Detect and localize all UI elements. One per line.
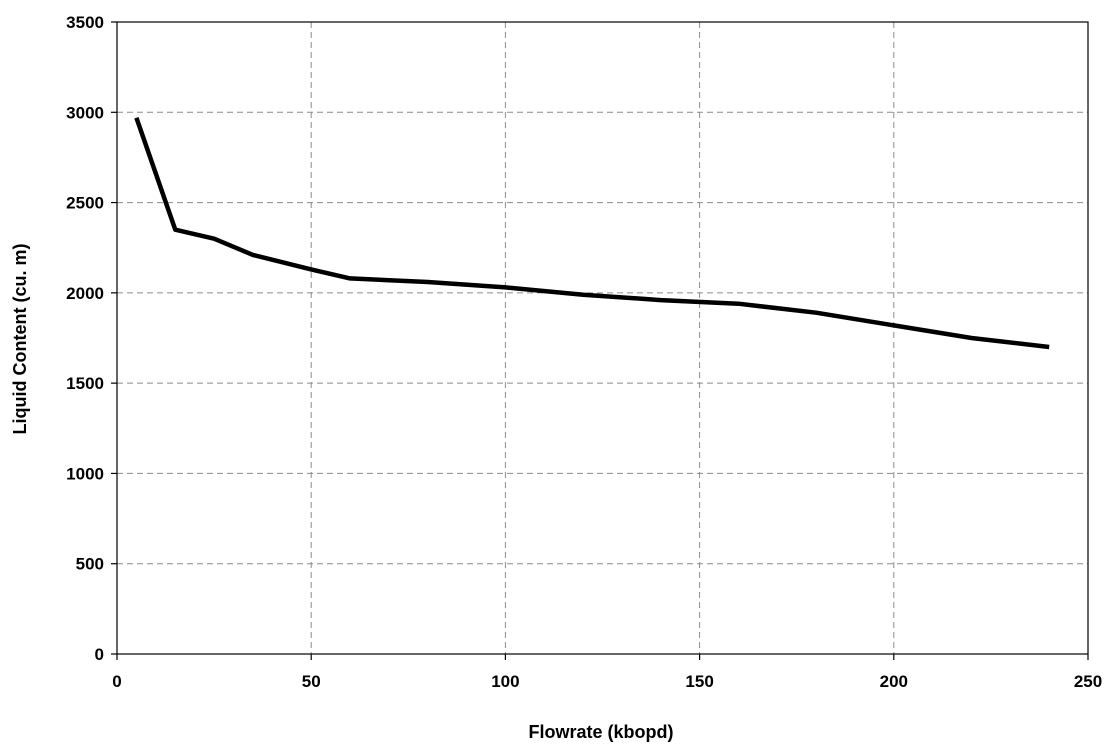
- series-layer: [136, 118, 1049, 348]
- y-tick-label-500: 500: [76, 555, 104, 574]
- x-axis-title: Flowrate (kbopd): [529, 722, 674, 742]
- x-tick-label-100: 100: [491, 672, 519, 691]
- grid-layer: [117, 22, 1088, 654]
- y-tick-label-2000: 2000: [66, 284, 104, 303]
- x-tick-label-0: 0: [112, 672, 121, 691]
- y-tick-label-1000: 1000: [66, 464, 104, 483]
- x-tick-label-200: 200: [880, 672, 908, 691]
- y-tick-label-2500: 2500: [66, 194, 104, 213]
- y-tick-label-0: 0: [95, 645, 104, 664]
- plot-area-border: [117, 22, 1088, 654]
- y-axis-title: Liquid Content (cu. m): [10, 244, 30, 435]
- x-tick-label-50: 50: [302, 672, 321, 691]
- x-tick-label-150: 150: [685, 672, 713, 691]
- y-tick-label-3000: 3000: [66, 103, 104, 122]
- y-tick-label-1500: 1500: [66, 374, 104, 393]
- plot-frame: [117, 22, 1088, 654]
- series-line-0: [136, 118, 1049, 347]
- x-tick-label-250: 250: [1074, 672, 1102, 691]
- y-tick-label-3500: 3500: [66, 13, 104, 32]
